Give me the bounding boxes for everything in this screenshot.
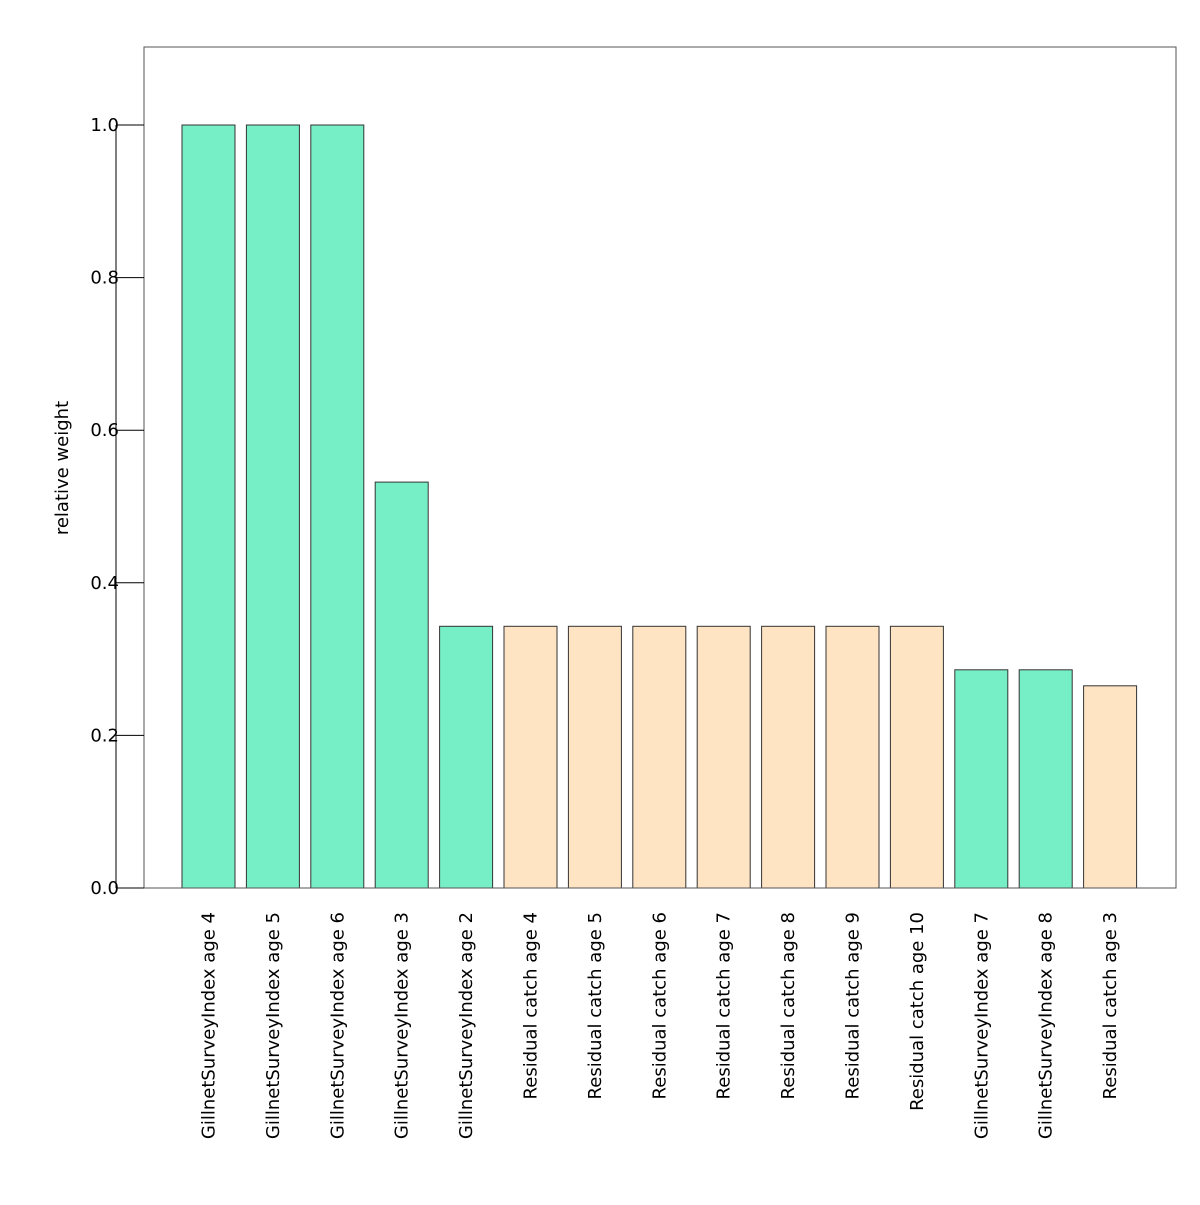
x-tick-label: GillnetSurveyIndex age 8 [1036,912,1057,1139]
x-tick-label: Residual catch age 4 [521,912,542,1099]
y-axis-label: relative weight [52,401,73,535]
bar-7 [567,625,622,889]
x-tick-label: Residual catch age 7 [714,912,735,1099]
y-tick-label: 0.4 [90,573,119,594]
bar-13 [954,669,1009,889]
x-tick-label: Residual catch age 9 [843,912,864,1099]
x-tick-label: GillnetSurveyIndex age 7 [971,912,992,1139]
y-tick-label: 0.8 [90,268,119,289]
bars-layer [181,124,1138,889]
y-tick-label: 0.6 [90,420,119,441]
bar-6 [503,625,558,889]
x-tick-label: Residual catch age 5 [585,912,606,1099]
bar-4 [374,481,429,889]
y-tick-label: 0.2 [90,725,119,746]
bar-11 [825,625,880,889]
bar-5 [439,625,494,889]
bar-10 [761,625,816,889]
x-tick-label: Residual catch age 3 [1100,912,1121,1099]
x-axis-labels: GillnetSurveyIndex age 4 GillnetSurveyInd… [199,912,1122,1139]
x-tick-label: Residual catch age 8 [778,912,799,1099]
bar-1 [181,124,236,889]
bar-14 [1018,669,1073,889]
y-tick-label: 0.0 [90,878,119,899]
y-tick-label: 1.0 [90,115,119,136]
x-tick-label: GillnetSurveyIndex age 6 [327,912,348,1139]
bar-12 [889,625,944,889]
x-tick-label: GillnetSurveyIndex age 3 [392,912,413,1139]
x-tick-label: GillnetSurveyIndex age 2 [456,912,477,1139]
x-tick-label: Residual catch age 6 [649,912,670,1099]
bar-8 [632,625,687,889]
bar-3 [310,124,365,889]
bar-9 [696,625,751,889]
bar-15 [1083,685,1138,889]
y-axis: 0.0 0.2 0.4 0.6 0.8 1.0 [90,115,144,899]
x-tick-label: GillnetSurveyIndex age 5 [263,912,284,1139]
bar-2 [245,124,300,889]
plot-frame [143,46,1177,889]
x-tick-label: Residual catch age 10 [907,912,928,1111]
x-tick-label: GillnetSurveyIndex age 4 [199,912,220,1139]
